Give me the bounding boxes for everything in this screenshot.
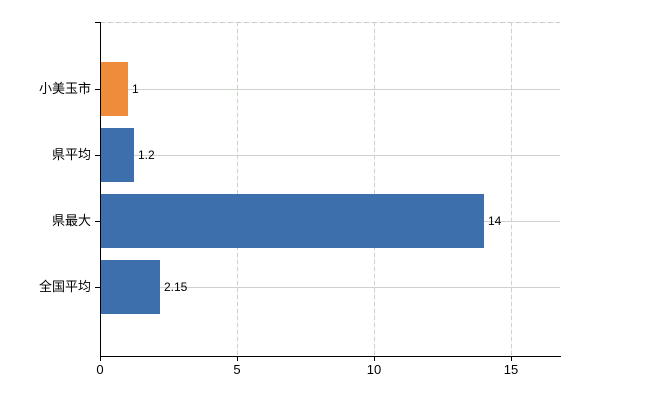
y-axis-tick (95, 22, 100, 23)
x-axis-line (100, 356, 561, 357)
y-axis-tick (95, 89, 100, 90)
y-axis-line (100, 22, 101, 356)
value-label: 1 (132, 82, 139, 96)
category-label: 小美玉市 (38, 81, 91, 96)
bar (101, 194, 484, 248)
value-label: 1.2 (138, 148, 155, 162)
vertical-gridline (374, 22, 375, 356)
x-tick-label: 15 (503, 362, 519, 377)
x-tick-label: 0 (96, 362, 104, 377)
value-label: 14 (488, 214, 502, 228)
horizontal-gridline (101, 89, 560, 90)
y-axis-tick (95, 155, 100, 156)
horizontal-gridline (101, 287, 560, 288)
y-axis-tick (95, 287, 100, 288)
y-axis-tick (95, 221, 100, 222)
bar (101, 62, 128, 116)
vertical-gridline (237, 22, 238, 356)
category-label: 県最大 (51, 213, 91, 228)
category-label: 全国平均 (38, 279, 91, 294)
category-label: 県平均 (51, 147, 91, 162)
horizontal-gridline (101, 155, 560, 156)
x-axis-tick (237, 356, 238, 361)
x-tick-label: 10 (366, 362, 382, 377)
x-axis-tick (100, 356, 101, 361)
bar (101, 260, 160, 314)
value-label: 2.15 (164, 280, 188, 294)
x-tick-label: 5 (233, 362, 241, 377)
bar (101, 128, 134, 182)
vertical-gridline (511, 22, 512, 356)
x-axis-tick (511, 356, 512, 361)
plot-top-border (100, 22, 560, 23)
x-axis-tick (374, 356, 375, 361)
